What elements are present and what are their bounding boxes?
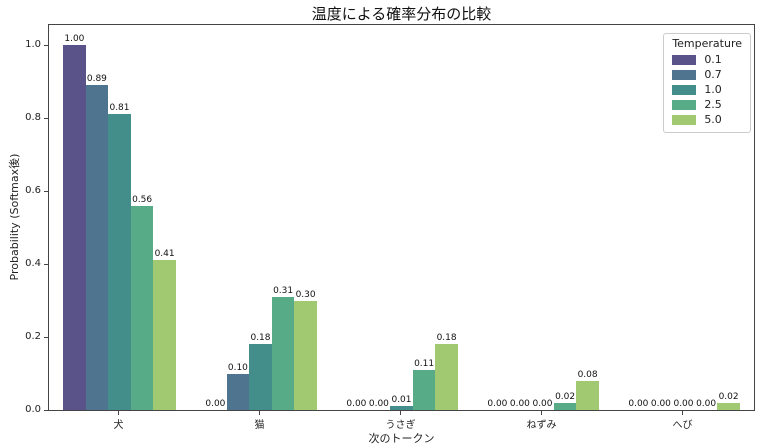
y-tick-mark <box>44 264 48 265</box>
legend-color-swatch <box>672 99 697 110</box>
bar-猫-2.5 <box>271 296 295 410</box>
x-tick-mark <box>400 411 401 415</box>
bar-value-label: 0.00 <box>368 399 389 409</box>
x-tick-mark <box>259 411 260 415</box>
bar-犬-0.7 <box>85 85 109 410</box>
bar-猫-0.7 <box>226 373 250 410</box>
legend-color-swatch <box>672 54 697 65</box>
bar-value-label: 0.18 <box>436 333 457 344</box>
bar-value-label: 0.10 <box>227 362 248 373</box>
x-tick-mark <box>541 411 542 415</box>
y-tick-label: 0.0 <box>25 404 41 415</box>
bar-猫-5.0 <box>294 300 317 410</box>
bar-value-label: 0.18 <box>250 333 271 344</box>
bar-犬-1.0 <box>108 114 131 410</box>
legend-item-0.7: 0.7 <box>672 67 742 82</box>
y-tick-mark <box>44 118 48 120</box>
bar-value-label: 0.08 <box>577 369 598 380</box>
legend: Temperature 0.1 0.7 1.0 2.5 5.0 <box>663 33 751 133</box>
legend-color-swatch <box>672 69 697 80</box>
bar-value-label: 0.11 <box>414 358 435 369</box>
bar-value-label: 0.41 <box>154 249 175 260</box>
bar-value-label: 0.01 <box>391 395 412 406</box>
bar-うさぎ-1.0 <box>390 406 413 410</box>
x-tick-label: 猫 <box>254 420 265 431</box>
bar-value-label: 0.00 <box>650 399 671 409</box>
bar-value-label: 0.00 <box>487 399 508 409</box>
bar-value-label: 0.00 <box>696 399 717 409</box>
bar-value-label: 0.00 <box>532 399 553 409</box>
bar-value-label: 0.81 <box>109 103 130 114</box>
legend-item-label: 0.7 <box>704 68 722 81</box>
legend-item-label: 0.1 <box>704 53 722 66</box>
legend-entries: 0.1 0.7 1.0 2.5 5.0 <box>672 52 742 127</box>
legend-item-label: 5.0 <box>704 113 722 126</box>
bar-value-label: 0.31 <box>273 285 294 296</box>
bar-value-label: 0.00 <box>673 399 694 409</box>
bar-うさぎ-5.0 <box>435 344 458 410</box>
legend-color-swatch <box>672 84 697 95</box>
bar-value-label: 0.02 <box>718 391 739 402</box>
bar-うさぎ-2.5 <box>412 369 436 410</box>
legend-color-swatch <box>672 114 697 125</box>
bar-value-label: 0.89 <box>86 74 107 85</box>
bar-ねずみ-5.0 <box>576 380 599 410</box>
bar-value-label: 0.00 <box>346 399 367 409</box>
bar-value-label: 0.02 <box>555 391 576 402</box>
bar-value-label: 0.30 <box>295 289 316 300</box>
plot-area: 1.00 0.89 0.81 0.56 0.41 0.00 0.10 0.18 0.31 0.30… <box>48 24 755 411</box>
y-tick-mark <box>44 337 48 338</box>
bar-value-label: 0.00 <box>205 399 226 409</box>
y-tick-label: 0.4 <box>25 258 41 269</box>
x-tick-mark <box>682 411 683 415</box>
y-tick-mark <box>44 191 48 192</box>
legend-item-5.0: 5.0 <box>672 112 742 127</box>
legend-item-2.5: 2.5 <box>672 97 742 112</box>
y-tick-label: 1.0 <box>25 39 41 51</box>
x-tick-label: ねずみ <box>526 420 557 431</box>
bar-value-label: 0.00 <box>509 399 530 409</box>
legend-item-label: 1.0 <box>704 83 722 96</box>
bar-value-label: 0.00 <box>628 399 649 409</box>
y-tick-label: 0.6 <box>25 185 41 196</box>
bar-value-label: 0.56 <box>132 194 153 205</box>
legend-item-0.1: 0.1 <box>672 52 742 67</box>
bar-value-label: 1.00 <box>64 34 85 45</box>
y-tick-label: 0.2 <box>25 331 41 342</box>
y-tick-mark <box>44 410 48 411</box>
chart-title: 温度による確率分布の比較 <box>311 5 492 23</box>
bar-犬-5.0 <box>153 260 176 410</box>
legend-title: Temperature <box>672 37 742 50</box>
x-tick-mark <box>118 411 119 415</box>
x-tick-label: うさぎ <box>385 420 416 431</box>
x-tick-label: へび <box>672 420 693 431</box>
bar-ねずみ-2.5 <box>553 402 577 410</box>
x-tick-label: 犬 <box>113 420 124 431</box>
legend-item-1.0: 1.0 <box>672 82 742 97</box>
bar-へび-5.0 <box>717 402 740 410</box>
y-tick-mark <box>44 45 48 47</box>
bar-犬-2.5 <box>130 205 154 410</box>
bar-猫-1.0 <box>249 344 272 410</box>
x-axis-label: 次のトークン <box>368 432 435 445</box>
legend-item-label: 2.5 <box>704 98 722 111</box>
bar-犬-0.1 <box>63 45 86 410</box>
y-tick-label: 0.8 <box>25 112 41 124</box>
